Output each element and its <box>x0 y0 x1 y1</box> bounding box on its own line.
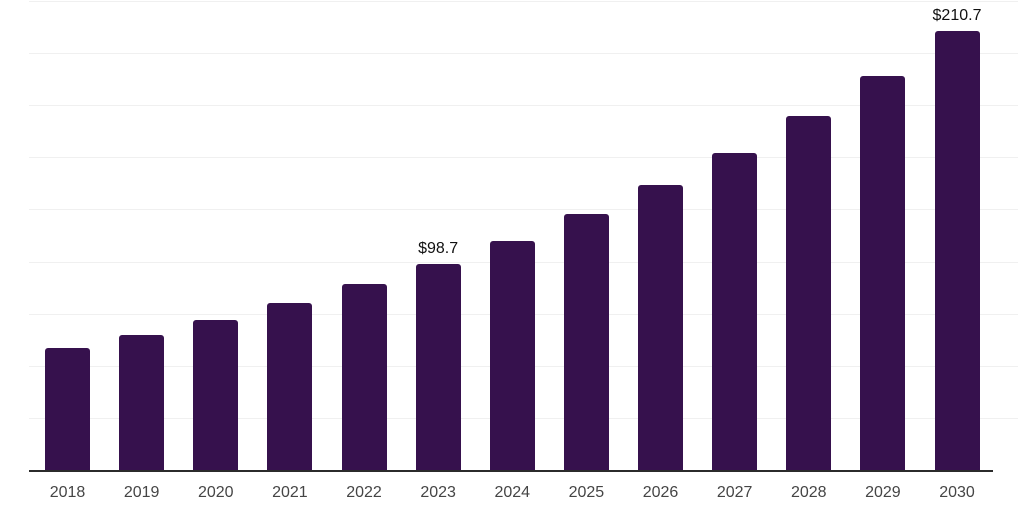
gridline-200 <box>29 53 1018 55</box>
x-tick-2029: 2029 <box>865 484 901 501</box>
x-tick-2028: 2028 <box>790 484 827 501</box>
bar-2025[interactable] <box>563 214 609 470</box>
data-label-2030: $210.7 <box>932 6 982 24</box>
gridline-125 <box>29 209 1018 211</box>
bar-2028[interactable] <box>786 116 832 470</box>
bar-2023[interactable] <box>415 264 461 470</box>
x-tick-2019: 2019 <box>123 484 160 501</box>
x-axis-line <box>29 470 993 472</box>
data-label-2023: $98.7 <box>418 240 459 258</box>
bar-2022[interactable] <box>341 284 387 470</box>
x-tick-2025: 2025 <box>568 484 605 501</box>
x-tick-2030: 2030 <box>939 484 975 501</box>
x-tick-2026: 2026 <box>642 484 679 501</box>
bar-2020[interactable] <box>193 319 239 470</box>
bar-2024[interactable] <box>489 240 535 470</box>
bar-2030[interactable] <box>934 30 980 470</box>
x-tick-2023: 2023 <box>420 484 456 501</box>
x-tick-2021: 2021 <box>272 484 308 501</box>
bar-2021[interactable] <box>267 302 313 470</box>
bar-2029[interactable] <box>860 75 906 470</box>
x-tick-2027: 2027 <box>716 484 753 501</box>
bar-2019[interactable] <box>119 334 165 470</box>
bar-2027[interactable] <box>712 152 758 470</box>
x-tick-2024: 2024 <box>494 484 531 501</box>
bar-2026[interactable] <box>638 185 683 470</box>
x-tick-2018: 2018 <box>49 484 86 501</box>
gridline-175 <box>29 105 1018 107</box>
bar-2018[interactable] <box>45 348 90 470</box>
x-tick-2020: 2020 <box>197 484 234 501</box>
gridline-225 <box>29 1 1018 2</box>
gridline-150 <box>29 157 1018 159</box>
x-tick-2022: 2022 <box>346 484 382 501</box>
